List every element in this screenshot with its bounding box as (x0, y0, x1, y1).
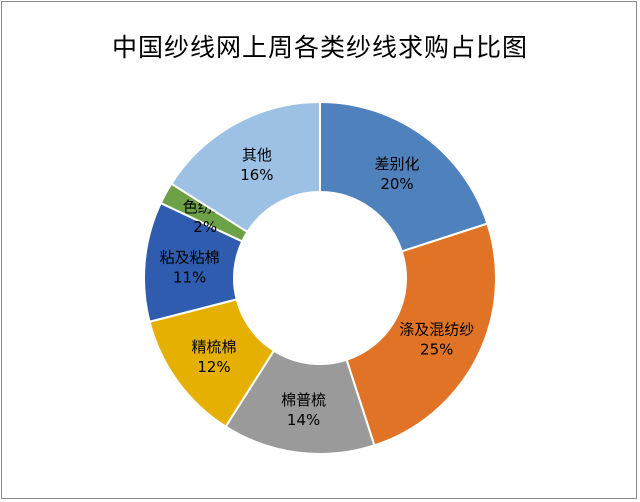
slice-value-label: 14% (287, 411, 320, 429)
chart-title: 中国纱线网上周各类纱线求购占比图 (111, 33, 528, 62)
donut-slice (319, 100, 489, 253)
donut-slice (224, 349, 376, 455)
donut-slice (345, 222, 497, 447)
slice-value-label: 25% (420, 340, 453, 358)
slice-category-label: 其他 (242, 146, 272, 164)
slice-category-label: 涤及混纺纱 (399, 320, 474, 338)
donut-slice (170, 100, 321, 234)
slice-label: 其他 16% (240, 146, 273, 184)
slice-label: 棉普梳 14% (281, 391, 326, 429)
slice-value-label: 20% (380, 175, 413, 193)
slice-value-label: 12% (197, 358, 230, 376)
slice-value-label: 16% (240, 166, 273, 184)
slice-category-label: 棉普梳 (281, 391, 326, 409)
slice-label: 粘及粘棉 11% (160, 249, 220, 287)
slice-category-label: 差别化 (374, 155, 419, 173)
slice-category-label: 粘及粘棉 (160, 249, 220, 267)
slice-label: 涤及混纺纱 25% (399, 320, 474, 358)
slice-label: 精梳棉 12% (192, 338, 237, 376)
slice-label: 差别化 20% (374, 155, 419, 193)
slice-category-label: 精梳棉 (192, 338, 237, 356)
slice-value-label: 2% (193, 218, 217, 236)
slice-value-label: 11% (173, 269, 206, 287)
